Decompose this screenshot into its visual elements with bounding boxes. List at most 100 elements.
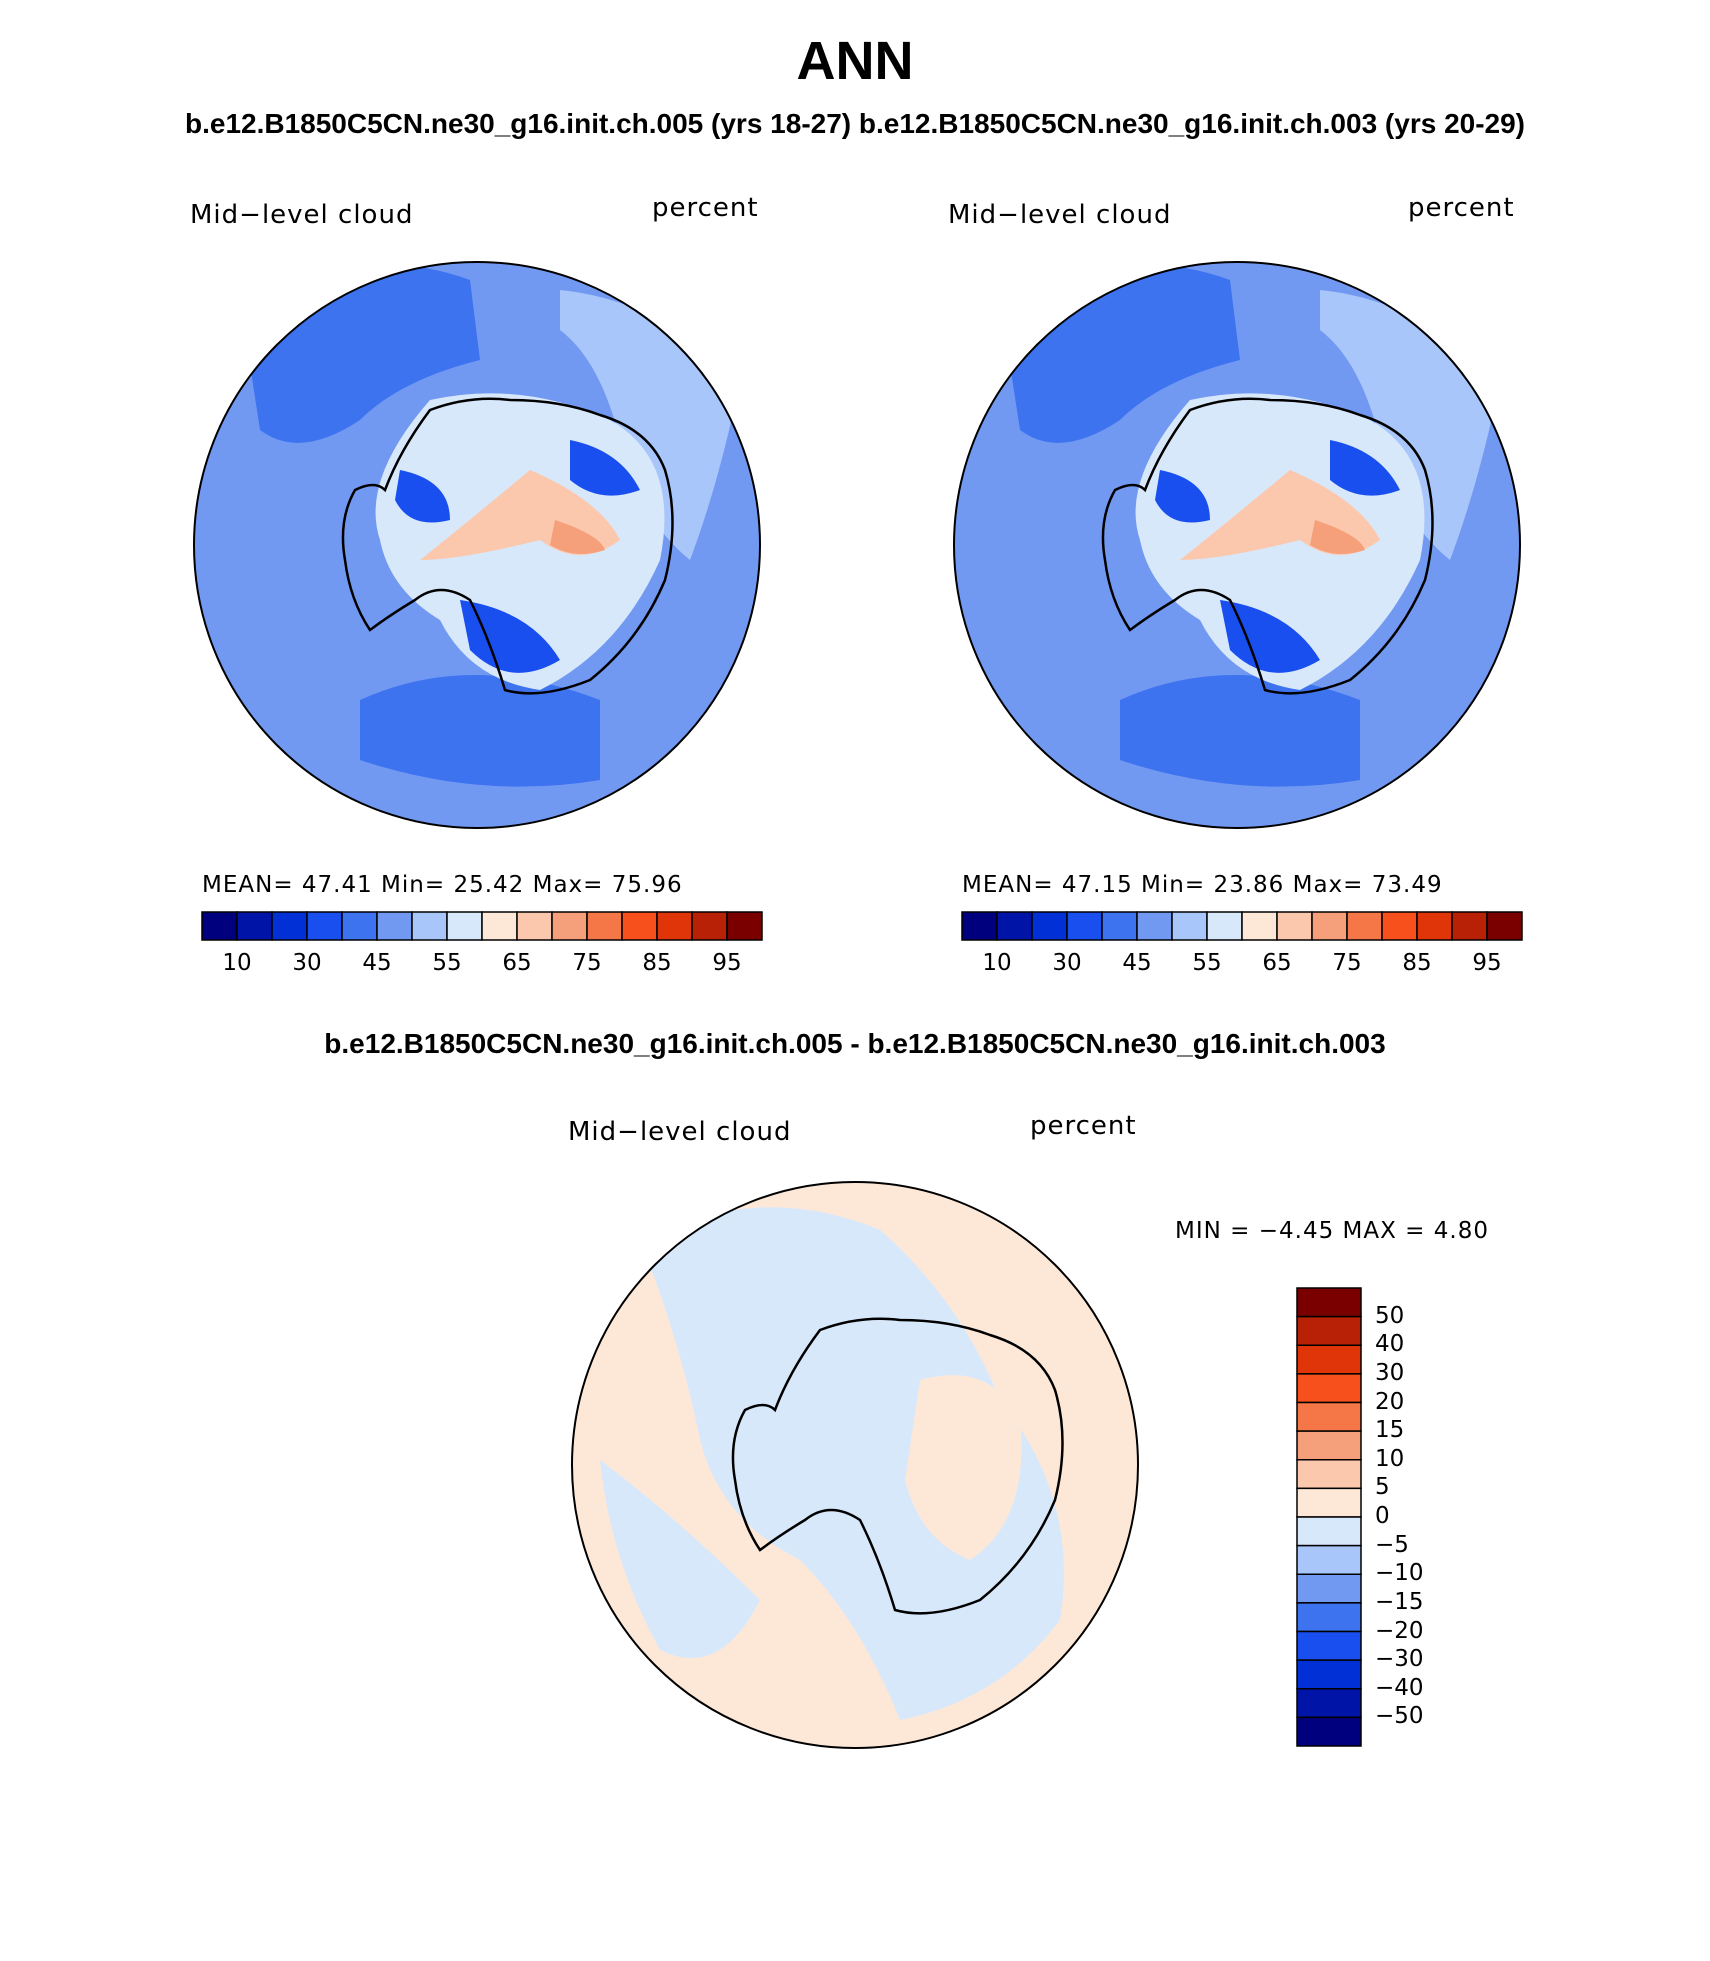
figure-title: ANN bbox=[796, 31, 914, 91]
colorbar-tick-label: 20 bbox=[1375, 1388, 1405, 1415]
map1-dark-patch-a bbox=[570, 440, 640, 496]
colorbar-swatch bbox=[1296, 1459, 1362, 1490]
colorbar-tick-label: −40 bbox=[1375, 1674, 1424, 1701]
colorbar-swatch bbox=[1241, 911, 1278, 941]
diff-outline bbox=[571, 1181, 1139, 1749]
colorbar-swatch bbox=[236, 911, 273, 941]
colorbar-swatch bbox=[1171, 911, 1208, 941]
panel2-units: percent bbox=[1408, 193, 1515, 223]
colorbar-swatch bbox=[1296, 1516, 1362, 1547]
map2-coastline bbox=[1101, 397, 1434, 695]
colorbar-tick-label: 5 bbox=[1375, 1474, 1390, 1501]
colorbar-tick-label: 30 bbox=[1375, 1359, 1405, 1386]
colorbar-swatch bbox=[341, 911, 378, 941]
colorbar-swatch bbox=[1296, 1344, 1362, 1375]
colorbar-swatch bbox=[1296, 1688, 1362, 1719]
panel2-colorbar bbox=[961, 911, 1523, 941]
diff-cool-region-b bbox=[600, 1460, 760, 1659]
colorbar-tick-label: −5 bbox=[1375, 1531, 1409, 1558]
colorbar-swatch bbox=[306, 911, 343, 941]
map2-dark-patch-a bbox=[1330, 440, 1400, 496]
colorbar-tick-label: 95 bbox=[1472, 950, 1502, 976]
colorbar-swatch bbox=[656, 911, 693, 941]
colorbar-swatch bbox=[1031, 911, 1068, 941]
map1-dark-patch-c bbox=[460, 600, 560, 673]
map1-dark-patch-b bbox=[395, 470, 450, 523]
colorbar-tick-label: 30 bbox=[292, 950, 322, 976]
colorbar-swatch bbox=[1296, 1430, 1362, 1461]
colorbar-tick-label: 45 bbox=[1122, 950, 1152, 976]
map1-south-region bbox=[360, 675, 600, 787]
colorbar-swatch bbox=[996, 911, 1033, 941]
colorbar-swatch bbox=[551, 911, 588, 941]
colorbar-swatch bbox=[1296, 1401, 1362, 1432]
colorbar-swatch bbox=[1136, 911, 1173, 941]
map1-coastline bbox=[341, 397, 674, 695]
colorbar-swatch bbox=[1311, 911, 1348, 941]
colorbar-swatch bbox=[446, 911, 483, 941]
colorbar-swatch bbox=[411, 911, 448, 941]
map2-dark-patch-c bbox=[1220, 600, 1320, 673]
diff-stats: MIN = −4.45 MAX = 4.80 bbox=[1175, 1218, 1489, 1244]
colorbar-tick-label: −20 bbox=[1375, 1617, 1424, 1644]
diff-units: percent bbox=[1030, 1111, 1137, 1141]
colorbar-tick-label: 75 bbox=[1332, 950, 1362, 976]
diff-cool-region-a bbox=[640, 1207, 1064, 1720]
diff-warm-patch bbox=[905, 1375, 1022, 1560]
colorbar-swatch bbox=[961, 911, 998, 941]
colorbar-swatch bbox=[516, 911, 553, 941]
colorbar-swatch bbox=[1296, 1630, 1362, 1661]
colorbar-tick-label: 0 bbox=[1375, 1503, 1390, 1529]
colorbar-tick-label: 55 bbox=[1192, 950, 1222, 976]
colorbar-tick-label: 40 bbox=[1375, 1331, 1405, 1358]
colorbar-tick-label: 10 bbox=[1375, 1445, 1405, 1472]
colorbar-swatch bbox=[1296, 1602, 1362, 1633]
colorbar-swatch bbox=[1206, 911, 1243, 941]
diff-coastline bbox=[731, 1317, 1064, 1615]
diff-colorbar bbox=[1296, 1287, 1362, 1747]
colorbar-swatch bbox=[1451, 911, 1488, 941]
colorbar-tick-label: 75 bbox=[572, 950, 602, 976]
colorbar-swatch bbox=[1296, 1373, 1362, 1404]
map2-outline bbox=[953, 261, 1521, 829]
colorbar-tick-label: −10 bbox=[1375, 1560, 1424, 1587]
map2-dark-patch-b bbox=[1155, 470, 1210, 523]
colorbar-swatch bbox=[1296, 1659, 1362, 1690]
colorbar-tick-label: 55 bbox=[432, 950, 462, 976]
colorbar-swatch bbox=[1066, 911, 1103, 941]
colorbar-swatch bbox=[1416, 911, 1453, 941]
panel1-variable: Mid−level cloud bbox=[190, 200, 414, 230]
map2-hot-core bbox=[1310, 520, 1365, 554]
colorbar-tick-label: −50 bbox=[1375, 1703, 1424, 1730]
colorbar-swatch bbox=[1381, 911, 1418, 941]
map2-south-region bbox=[1120, 675, 1360, 787]
colorbar-tick-label: −30 bbox=[1375, 1646, 1424, 1673]
colorbar-tick-label: 85 bbox=[1402, 950, 1432, 976]
colorbar-tick-label: −15 bbox=[1375, 1588, 1424, 1615]
colorbar-tick-label: 10 bbox=[982, 950, 1012, 976]
colorbar-swatch bbox=[376, 911, 413, 941]
colorbar-tick-label: 65 bbox=[1262, 950, 1292, 976]
colorbar-tick-label: 50 bbox=[1375, 1302, 1405, 1329]
colorbar-swatch bbox=[1296, 1315, 1362, 1346]
panel1-colorbar bbox=[201, 911, 763, 941]
colorbar-swatch bbox=[1486, 911, 1523, 941]
colorbar-swatch bbox=[1276, 911, 1313, 941]
colorbar-swatch bbox=[1101, 911, 1138, 941]
colorbar-swatch bbox=[1296, 1716, 1362, 1747]
colorbar-swatch bbox=[1346, 911, 1383, 941]
panel1-stats: MEAN= 47.41 Min= 25.42 Max= 75.96 bbox=[202, 872, 683, 898]
colorbar-tick-label: 85 bbox=[642, 950, 672, 976]
colorbar-swatch bbox=[481, 911, 518, 941]
panel2-variable: Mid−level cloud bbox=[948, 200, 1172, 230]
colorbar-swatch bbox=[201, 911, 238, 941]
map1-hot-core bbox=[550, 520, 605, 554]
colorbar-tick-label: 95 bbox=[712, 950, 742, 976]
colorbar-swatch bbox=[271, 911, 308, 941]
colorbar-swatch bbox=[621, 911, 658, 941]
colorbar-swatch bbox=[1296, 1487, 1362, 1518]
colorbar-tick-label: 10 bbox=[222, 950, 252, 976]
difference-title: b.e12.B1850C5CN.ne30_g16.init.ch.005 - b… bbox=[324, 1028, 1386, 1059]
